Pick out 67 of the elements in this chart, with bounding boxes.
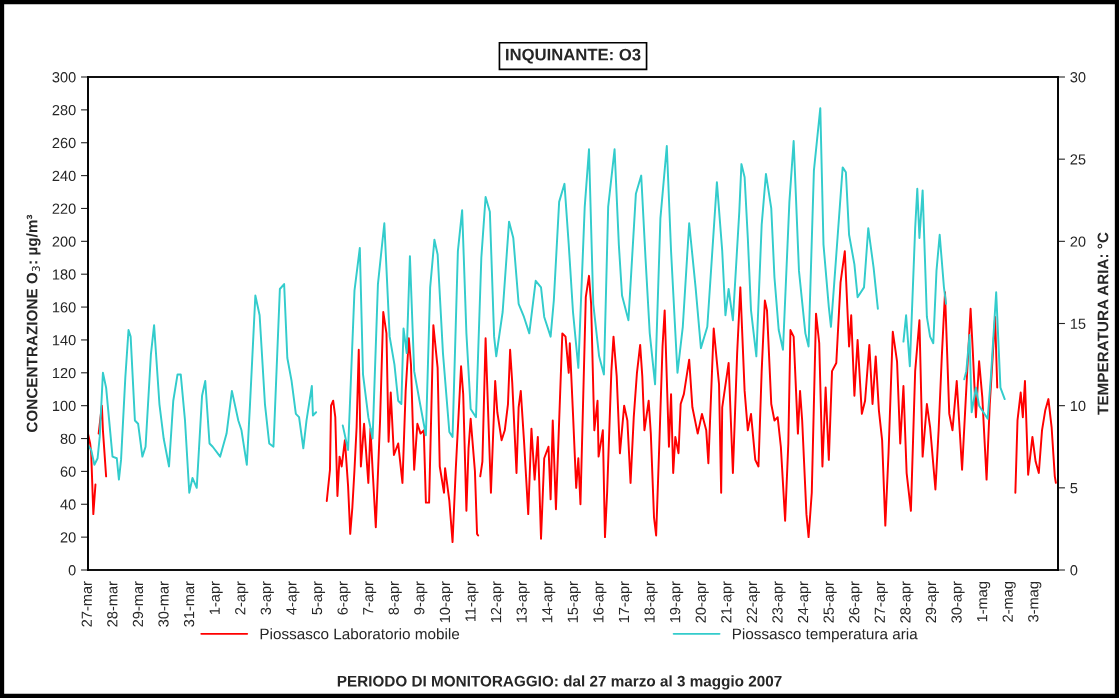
x-tick-label: 25-apr — [823, 581, 837, 623]
y-tick-label: 0 — [68, 565, 76, 576]
y-tick-label: 180 — [52, 269, 76, 280]
y-tick-label: 280 — [52, 104, 76, 116]
y-tick-label: 20 — [60, 532, 76, 543]
legend-label: Piossasco temperatura aria — [732, 628, 918, 643]
x-tick-label: 10-apr — [439, 581, 453, 623]
x-tick-label: 18-apr — [644, 581, 658, 623]
x-axis-title: PERIODO DI MONITORAGGIO: dal 27 marzo al 3 maggio 2007 — [337, 675, 782, 690]
x-tick-label: 1-apr — [209, 581, 223, 615]
x-tick-label: 11-apr — [465, 581, 479, 622]
y-tick-label: 200 — [52, 236, 76, 247]
x-tick-label: 15-apr — [567, 581, 581, 623]
x-tick-label: 30-apr — [951, 581, 965, 623]
y-tick-label: 240 — [52, 170, 76, 182]
y-axis-title: CONCENTRAZIONE O$_{3}$: µg/m³ — [26, 214, 41, 433]
chart-title: INQUINANTE: O3 — [506, 48, 641, 64]
y-tick-label: 260 — [52, 137, 76, 149]
x-tick-label: 7-apr — [363, 581, 377, 615]
x-tick-label: 26-apr — [849, 581, 863, 623]
x-tick-label: 2-apr — [235, 581, 249, 615]
x-tick-label: 16-apr — [593, 581, 607, 623]
y-tick-label: 160 — [52, 302, 76, 313]
x-tick-label: 27-mar — [81, 581, 92, 627]
x-tick-label: 6-apr — [337, 581, 351, 615]
x-tick-label: 12-apr — [490, 581, 505, 623]
x-tick-label: 9-apr — [414, 581, 428, 615]
y2-tick-label: 10 — [1070, 400, 1086, 412]
x-tick-label: 2-mag — [1002, 582, 1016, 622]
y2-tick-label: 20 — [1070, 236, 1086, 247]
y-tick-label: 120 — [52, 367, 76, 379]
legend-label: Piossasco Laboratorio mobile — [260, 628, 460, 640]
x-tick-label: 5-apr — [311, 581, 326, 615]
x-tick-label: 8-apr — [388, 581, 402, 615]
x-tick-label: 22-apr — [746, 581, 760, 623]
y-tick-label: 60 — [60, 466, 76, 477]
y-tick-label: 40 — [60, 499, 76, 510]
y-tick-label: 80 — [60, 433, 76, 444]
y2-tick-label: 5 — [1070, 483, 1078, 494]
x-tick-label: 19-apr — [669, 581, 684, 623]
x-tick-label: 30-mar — [158, 581, 169, 627]
y2-tick-label: 25 — [1070, 154, 1086, 165]
x-tick-label: 4-apr — [286, 581, 300, 615]
x-tick-label: 17-apr — [618, 581, 633, 623]
y-tick-label: 220 — [52, 203, 76, 214]
x-tick-label: 21-apr — [721, 581, 735, 623]
x-tick-label: 31-mar — [183, 581, 195, 627]
x-tick-label: 29-apr — [925, 581, 940, 623]
x-tick-label: 3-mag — [1028, 582, 1042, 622]
x-tick-label: 29-mar — [132, 581, 144, 627]
y2-axis-title: TEMPERATURA ARIA: °C — [1097, 232, 1109, 415]
y2-tick-label: 30 — [1070, 72, 1086, 83]
y2-tick-label: 15 — [1070, 318, 1086, 329]
x-tick-label: 24-apr — [797, 581, 812, 623]
x-tick-label: 14-apr — [542, 581, 556, 623]
x-tick-label: 28-apr — [900, 581, 914, 623]
y-tick-label: 140 — [52, 335, 76, 346]
x-tick-label: 13-apr — [516, 581, 530, 623]
x-tick-label: 23-apr — [772, 581, 786, 623]
x-tick-label: 28-mar — [107, 581, 118, 627]
x-tick-label: 20-apr — [695, 581, 709, 623]
x-tick-label: 27-apr — [874, 581, 888, 623]
x-tick-label: 1-mag — [977, 582, 991, 622]
y-tick-label: 300 — [52, 72, 76, 83]
y-tick-label: 100 — [52, 400, 76, 412]
y2-tick-label: 0 — [1070, 565, 1078, 576]
x-tick-label: 3-apr — [260, 581, 274, 615]
